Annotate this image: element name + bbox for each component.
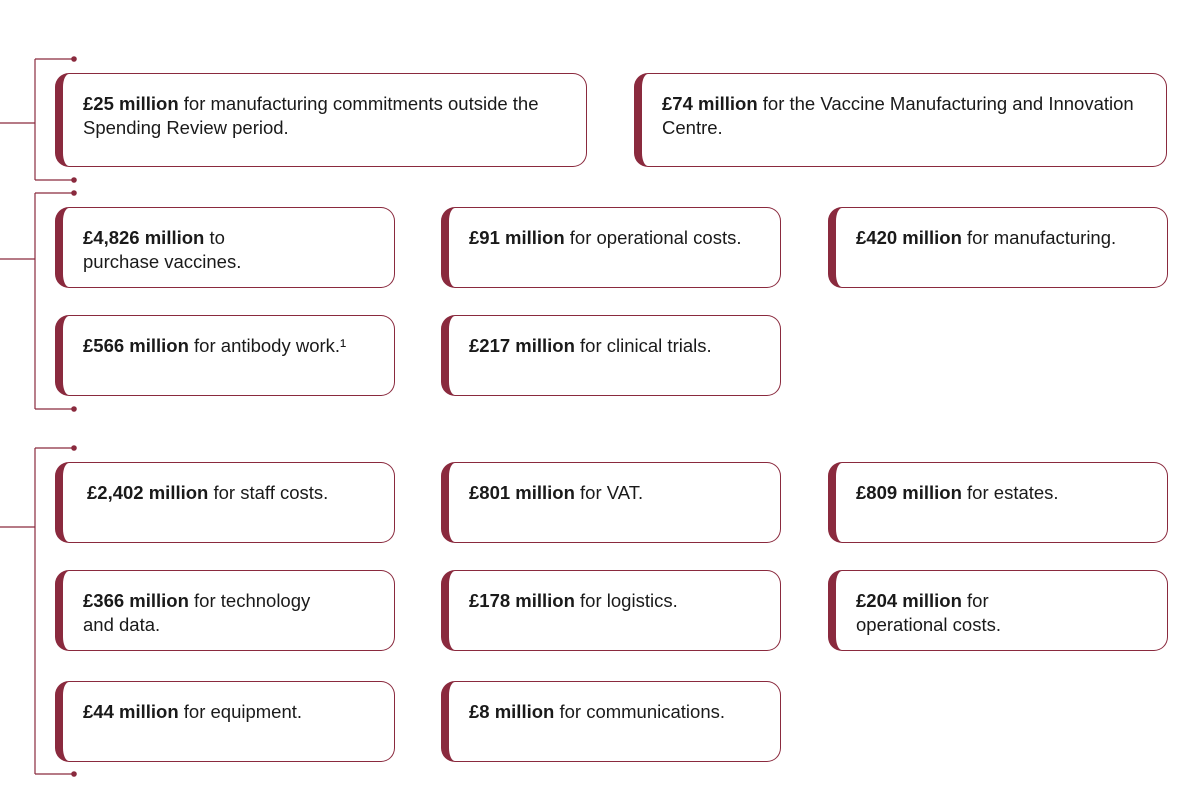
card-description: for technology and data. [83,590,311,635]
card-description: for staff costs. [208,482,329,503]
card-communications: £8 million for communications. [441,681,781,762]
card-manufacturing: £420 million for manufacturing. [828,207,1168,288]
card-vat: £801 million for VAT. [441,462,781,543]
card-equipment: £44 million for equipment. [55,681,395,762]
card-amount: £4,826 million [83,227,205,248]
card-description: for VAT. [574,482,644,503]
card-description: for logistics. [574,590,678,611]
card-staff-costs: £2,402 million for staff costs. [55,462,395,543]
card-amount: £25 million [83,93,179,114]
card-amount: £420 million [856,227,962,248]
group-1-bracket [0,56,77,183]
card-description: for the Vaccine Manufacturing and Innova… [662,93,1134,138]
card-amount: £566 million [83,335,189,356]
group-2-bracket [0,190,77,412]
card-amount: £74 million [662,93,758,114]
card-amount: £217 million [469,335,575,356]
card-description: to purchase vaccines. [83,227,242,272]
card-description: for estates. [961,482,1059,503]
card-manufacturing-commitments: £25 million for manufacturing commitment… [55,73,587,167]
card-description: for clinical trials. [574,335,712,356]
card-amount: £8 million [469,701,555,722]
card-description: for operational costs. [564,227,742,248]
card-amount: £801 million [469,482,575,503]
card-amount: £44 million [83,701,179,722]
card-purchase-vaccines: £4,826 million to purchase vaccines. [55,207,395,288]
card-logistics: £178 million for logistics. [441,570,781,651]
card-technology-data: £366 million for technology and data. [55,570,395,651]
card-description: for antibody work.¹ [188,335,347,356]
card-amount: £2,402 million [87,482,209,503]
card-amount: £178 million [469,590,575,611]
card-amount: £366 million [83,590,189,611]
card-antibody-work: £566 million for antibody work.¹ [55,315,395,396]
card-vaccine-manufacturing-centre: £74 million for the Vaccine Manufacturin… [634,73,1167,167]
card-estates: £809 million for estates. [828,462,1168,543]
card-operational-costs-2: £204 million for operational costs. [828,570,1168,651]
card-description: for equipment. [178,701,303,722]
card-amount: £809 million [856,482,962,503]
card-clinical-trials: £217 million for clinical trials. [441,315,781,396]
card-amount: £204 million [856,590,962,611]
group-3-bracket [0,445,77,777]
card-amount: £91 million [469,227,565,248]
card-description: for manufacturing. [961,227,1117,248]
card-description: for operational costs. [856,590,1002,635]
card-operational-costs: £91 million for operational costs. [441,207,781,288]
card-description: for communications. [554,701,726,722]
card-description: for manufacturing commitments outside th… [83,93,539,138]
